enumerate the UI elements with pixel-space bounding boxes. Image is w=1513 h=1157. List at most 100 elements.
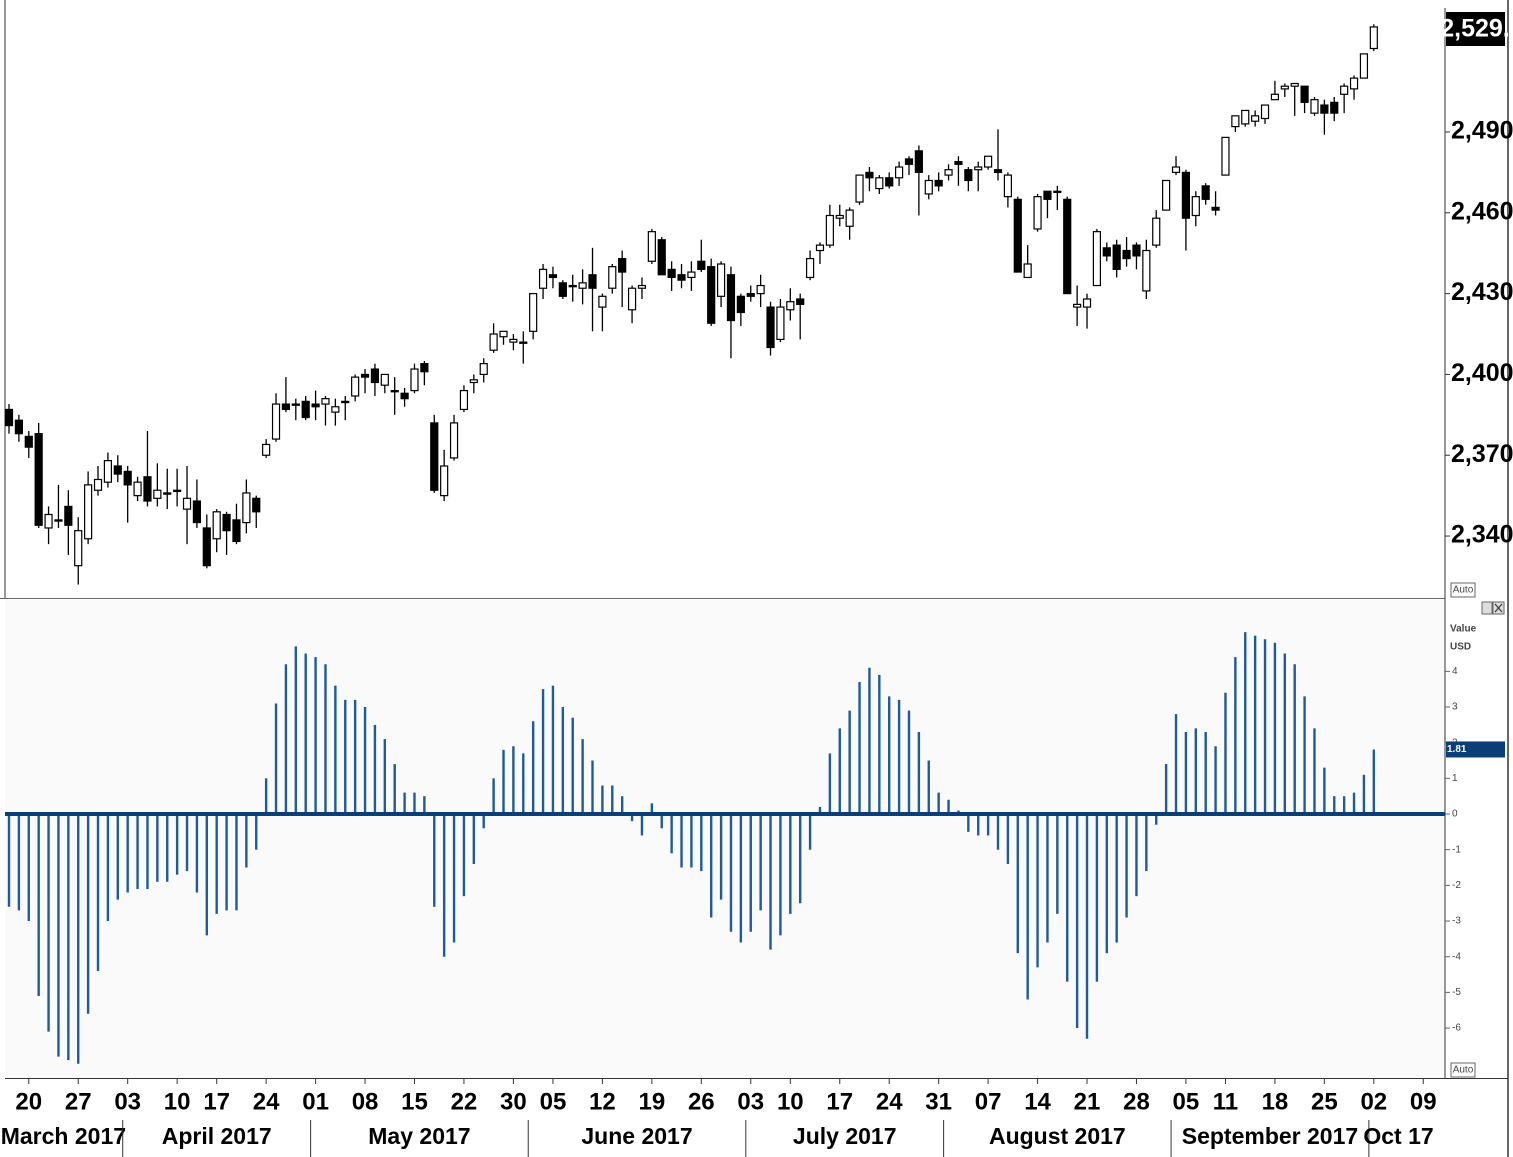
candle-body — [578, 282, 587, 289]
candle-body — [835, 214, 844, 219]
candle-body — [697, 260, 706, 270]
candle-body — [449, 422, 459, 459]
candle-body — [776, 306, 785, 341]
candle-body — [291, 403, 300, 406]
last-price-box — [1446, 12, 1505, 46]
candle-body — [1260, 104, 1270, 120]
y-tick-label: 2,370 — [1451, 440, 1513, 468]
candle-body — [974, 166, 983, 171]
candle-body — [252, 497, 261, 513]
candle-body — [1171, 166, 1181, 173]
candle-body — [1043, 190, 1052, 200]
unit-label: USD — [1450, 642, 1471, 653]
month-label: April 2017 — [162, 1123, 272, 1149]
candle-body — [1092, 231, 1102, 287]
candle-body — [1201, 185, 1210, 200]
y-tick-label: 2,490 — [1451, 117, 1513, 145]
candle-body — [529, 293, 538, 332]
candle-body — [489, 333, 498, 351]
candle-body — [192, 500, 202, 524]
month-label: July 2017 — [793, 1123, 897, 1149]
candle-body — [499, 330, 508, 338]
candle-body — [1073, 303, 1082, 308]
y-tick-label: -3 — [1452, 916, 1461, 927]
candle-body — [1330, 101, 1339, 114]
x-tick-label: 07 — [975, 1088, 1002, 1115]
x-tick-label: 05 — [1173, 1088, 1200, 1115]
candle-body — [360, 373, 370, 378]
candle-body — [786, 301, 795, 311]
candle-body — [1211, 206, 1220, 211]
last-value-box — [1446, 741, 1505, 758]
candle-body — [222, 513, 231, 532]
y-tick-label: 0 — [1452, 809, 1458, 820]
candle-body — [370, 368, 380, 384]
month-label: June 2017 — [581, 1123, 692, 1149]
candle-body — [618, 257, 627, 273]
candle-body — [430, 422, 439, 491]
candle-body — [904, 158, 914, 165]
candle-body — [182, 497, 192, 510]
candle-body — [1349, 77, 1359, 90]
y-label: Value — [1450, 624, 1477, 635]
candle-body — [321, 398, 330, 405]
month-label: May 2017 — [368, 1123, 470, 1149]
y-tick-label: -4 — [1452, 951, 1461, 962]
candle-body — [815, 244, 825, 252]
candle-body — [24, 435, 33, 448]
candle-body — [1003, 174, 1012, 198]
candle-body — [54, 519, 63, 522]
candle-body — [44, 513, 53, 529]
candle-body — [133, 481, 142, 497]
candle-body — [212, 511, 221, 540]
candle-body — [84, 484, 93, 540]
candle-body — [1122, 249, 1131, 260]
month-label: March 2017 — [1, 1123, 126, 1149]
candle-body — [687, 271, 696, 279]
candle-body — [1102, 247, 1111, 257]
candle-body — [390, 389, 399, 393]
candle-body — [281, 403, 291, 411]
x-tick-label: 30 — [500, 1088, 527, 1115]
candle-body — [143, 476, 152, 502]
candle-body — [805, 257, 815, 279]
candle-body — [173, 489, 182, 493]
candle-body — [964, 169, 973, 182]
candle-body — [103, 460, 113, 483]
candle-body — [627, 287, 637, 311]
candle-body — [93, 478, 103, 491]
candle-body — [1359, 53, 1369, 79]
x-tick-label: 26 — [688, 1088, 715, 1115]
candle-body — [1369, 26, 1378, 50]
x-tick-label: 17 — [203, 1088, 230, 1115]
candle-body — [1231, 115, 1240, 128]
x-tick-label: 10 — [777, 1088, 804, 1115]
auto-box[interactable] — [1450, 582, 1476, 598]
candle-body — [796, 298, 805, 305]
candle-body — [1300, 85, 1309, 103]
candle-body — [64, 505, 73, 526]
candle-body — [380, 373, 389, 386]
auto-box[interactable] — [1450, 1062, 1476, 1078]
candle-body — [538, 268, 548, 289]
candle-body — [845, 209, 854, 227]
candle-body — [875, 177, 884, 190]
x-tick-label: 27 — [65, 1088, 92, 1115]
candle-body — [113, 465, 122, 475]
candle-body — [459, 389, 469, 411]
candle-body — [825, 214, 834, 246]
candle-body — [746, 293, 755, 297]
x-tick-label: 03 — [114, 1088, 141, 1115]
candle-body — [677, 274, 686, 281]
y-tick-label: -5 — [1452, 987, 1461, 998]
x-tick-label: 11 — [1213, 1088, 1238, 1115]
candle-body — [716, 263, 726, 297]
restore-button[interactable] — [1481, 601, 1493, 615]
y-tick-label: 3 — [1452, 702, 1458, 713]
y-tick-label: 2,340 — [1451, 521, 1513, 549]
candle-body — [548, 274, 558, 279]
candle-body — [1162, 179, 1171, 211]
scale-mode: Auto — [1453, 585, 1474, 596]
candle-body — [4, 408, 14, 427]
candle-body — [1023, 263, 1032, 279]
